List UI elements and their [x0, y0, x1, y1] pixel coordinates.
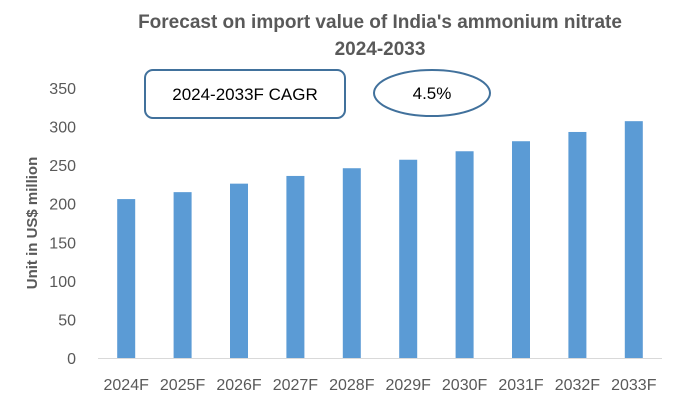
- y-tick-label: 50: [58, 312, 76, 329]
- x-tick-label: 2028F: [329, 377, 375, 394]
- bars: [117, 121, 643, 359]
- chart-title: Forecast on import value of India's ammo…: [138, 12, 622, 33]
- y-tick-label: 200: [49, 197, 76, 214]
- y-axis-label: Unit in US$ million: [24, 157, 41, 290]
- y-tick-label: 300: [49, 120, 76, 137]
- x-tick-label: 2024F: [104, 377, 150, 394]
- x-tick-label: 2025F: [160, 377, 206, 394]
- x-tick-label: 2032F: [555, 377, 601, 394]
- x-tick-label: 2030F: [442, 377, 488, 394]
- x-tick-label: 2029F: [386, 377, 432, 394]
- bar-2028F: [342, 168, 361, 358]
- cagr-label-box: 2024-2033F CAGR: [144, 69, 346, 119]
- bar-2033F: [624, 121, 643, 359]
- bar-2026F: [230, 183, 248, 358]
- x-tick-label: 2031F: [498, 377, 544, 394]
- x-tick-label: 2027F: [273, 377, 319, 394]
- cagr-value-text: 4.5%: [413, 84, 452, 103]
- bar-2031F: [512, 141, 530, 358]
- cagr-label-border: [144, 69, 346, 119]
- cagr-value-border: [373, 69, 491, 117]
- bar-2032F: [568, 131, 587, 358]
- bar-2027F: [286, 175, 305, 358]
- x-tick-label: 2026F: [216, 377, 262, 394]
- cagr-value-ellipse: 4.5%: [373, 69, 491, 117]
- y-tick-label: 100: [49, 274, 76, 291]
- chart-subtitle: 2024-2033: [335, 39, 426, 60]
- x-axis-ticks: 2024F 2025F 2026F 2027F 2028F 2029F 2030F 2031F…: [104, 377, 657, 394]
- y-tick-label: 250: [49, 158, 76, 175]
- cagr-label-text: 2024-2033F CAGR: [172, 85, 318, 104]
- y-tick-label: 0: [67, 351, 76, 368]
- y-tick-label: 350: [49, 81, 76, 98]
- bar-2024F: [117, 199, 136, 358]
- bar-2025F: [173, 192, 192, 358]
- x-tick-label: 2033F: [611, 377, 657, 394]
- y-axis-ticks: 0 50 100 150 200 250 300 350: [49, 81, 76, 368]
- bar-2029F: [399, 159, 418, 358]
- y-tick-label: 150: [49, 235, 76, 252]
- bar-2030F: [455, 151, 474, 358]
